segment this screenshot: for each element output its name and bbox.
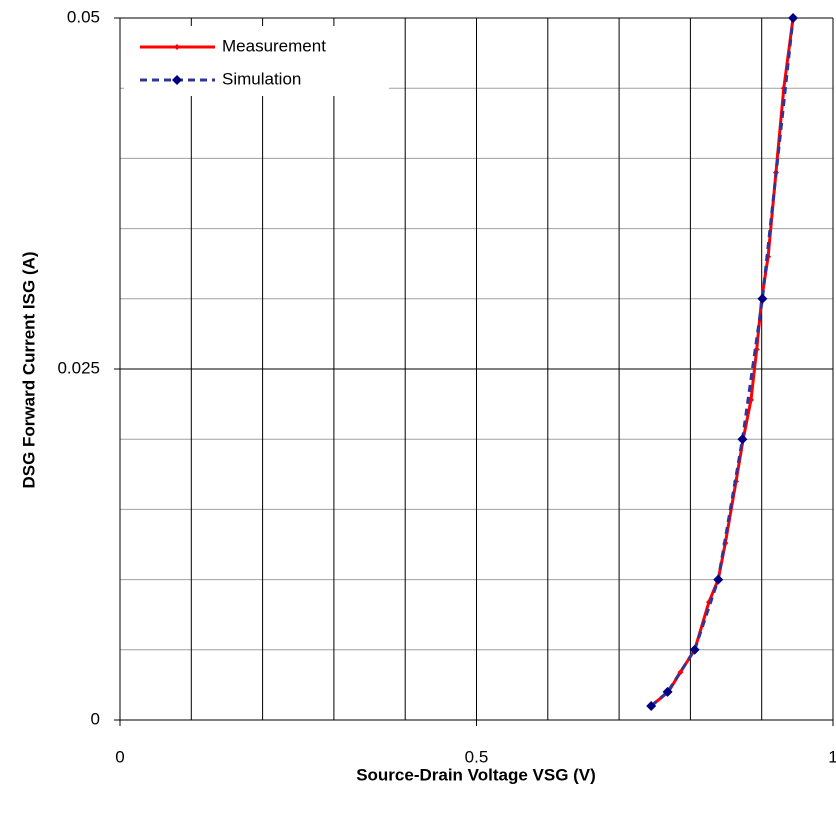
series-line [650, 17, 795, 708]
legend-marker [174, 44, 180, 50]
x-axis-label: Source-Drain Voltage VSG (V) [356, 765, 596, 784]
legend-box [124, 26, 389, 96]
y-tick-label: 0.025 [57, 358, 100, 377]
x-tick-label: 0 [115, 747, 124, 766]
x-tick-label: 1 [828, 747, 836, 766]
legend-marker [172, 75, 182, 85]
marker [788, 13, 799, 23]
legend-label: Simulation [222, 69, 301, 88]
marker [662, 686, 673, 697]
legend-label: Measurement [222, 36, 326, 55]
series-line [650, 17, 795, 708]
marker [646, 700, 657, 711]
y-tick-label: 0.05 [67, 7, 100, 26]
y-axis-label: DSG Forward Current ISG (A) [19, 251, 38, 488]
marker [757, 293, 768, 304]
marker [713, 574, 724, 585]
x-tick-label: 0.5 [465, 747, 489, 766]
marker [737, 434, 748, 445]
legend: Measurement Simulation [124, 26, 389, 96]
marker [689, 644, 700, 655]
y-tick-label: 0 [91, 709, 100, 728]
